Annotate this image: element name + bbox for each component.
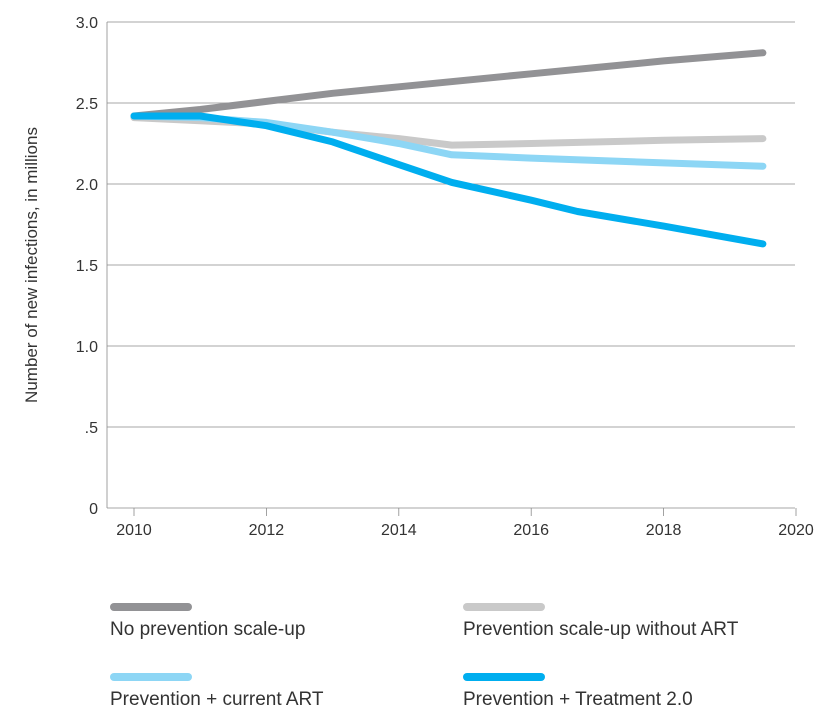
x-tick-label: 2018: [646, 522, 682, 539]
y-tick-label: 1.5: [76, 258, 98, 275]
x-tick-label: 2012: [249, 522, 285, 539]
x-tick-label: 2014: [381, 522, 417, 539]
y-tick-label: 2.0: [76, 177, 98, 194]
y-axis-ticks: 0 .5 1.0 1.5 2.0 2.5 3.0: [76, 15, 98, 518]
y-tick-label: 1.0: [76, 339, 98, 356]
series-lines: [130, 49, 767, 248]
series-line-4: [130, 112, 767, 248]
y-tick-label: 2.5: [76, 96, 98, 113]
x-axis: 2010 2012 2014 2016 2018 2020: [106, 22, 814, 539]
y-tick-label: 0: [89, 501, 98, 518]
y-tick-label: 3.0: [76, 15, 98, 32]
x-tick-label: 2020: [778, 522, 814, 539]
y-axis-label: Number of new infections, in millions: [22, 127, 41, 403]
series-line-1: [130, 49, 767, 120]
y-tick-label: .5: [85, 420, 98, 437]
x-tick-label: 2010: [116, 522, 152, 539]
gridlines: [107, 21, 795, 428]
x-tick-label: 2016: [513, 522, 549, 539]
